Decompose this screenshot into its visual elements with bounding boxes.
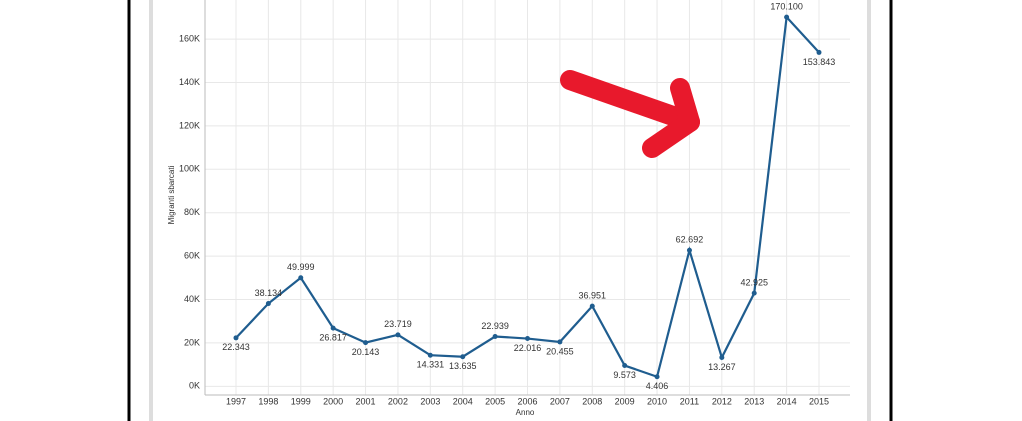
data-label: 153.843	[803, 57, 836, 67]
x-tick-label: 2008	[582, 396, 602, 406]
point	[622, 363, 628, 369]
y-tick-label: 100K	[179, 164, 200, 174]
data-label: 4.406	[646, 381, 669, 391]
point	[427, 352, 433, 358]
point	[330, 325, 336, 331]
point	[363, 340, 369, 346]
data-label: 22.343	[222, 342, 250, 352]
plot-area: 0K 20K 40K 60K 80K 100K 120K 140K 160K 1997 1998 19…	[179, 0, 850, 406]
data-label: 20.143	[352, 347, 380, 357]
point	[265, 301, 271, 307]
x-tick-label: 2005	[485, 396, 505, 406]
point	[298, 275, 304, 281]
point	[686, 247, 692, 253]
x-tick-label: 2006	[517, 396, 537, 406]
x-tick-label: 2003	[420, 396, 440, 406]
data-label: 49.999	[287, 262, 315, 272]
x-tick-label: 1998	[258, 396, 278, 406]
x-tick-label: 2004	[453, 396, 473, 406]
x-tick-label: 1999	[291, 396, 311, 406]
y-tick-label: 40K	[184, 294, 200, 304]
data-label: 23.719	[384, 319, 412, 329]
data-label: 42.925	[740, 278, 768, 288]
x-axis-title: Anno	[516, 408, 535, 417]
data-label: 36.951	[579, 290, 607, 300]
y-tick-label: 0K	[189, 381, 200, 391]
point	[784, 14, 790, 20]
x-tick-label: 2002	[388, 396, 408, 406]
x-tick-label: 2007	[550, 396, 570, 406]
x-tick-label: 1997	[226, 396, 246, 406]
x-tick-label: 2012	[712, 396, 732, 406]
data-label: 62.692	[676, 235, 704, 245]
y-axis-title: Migranti sbarcati	[167, 165, 176, 224]
y-tick-label: 140K	[179, 77, 200, 87]
y-tick-label: 80K	[184, 207, 200, 217]
data-label: 20.455	[546, 346, 574, 356]
point	[557, 339, 563, 345]
y-tick-label: 160K	[179, 33, 200, 43]
data-label: 22.939	[481, 321, 509, 331]
x-tick-label: 2013	[744, 396, 764, 406]
red-arrow	[560, 70, 700, 158]
data-label: 14.331	[417, 360, 445, 370]
x-tick-label: 2015	[809, 396, 829, 406]
point	[589, 303, 595, 309]
point	[492, 334, 498, 340]
data-label: 13.635	[449, 361, 477, 371]
point	[751, 290, 757, 296]
x-tick-label: 2009	[615, 396, 635, 406]
point	[654, 374, 660, 380]
y-tick-label: 120K	[179, 120, 200, 130]
data-label: 13.267	[708, 362, 736, 372]
data-label: 22.016	[514, 343, 542, 353]
x-tick-label: 2000	[323, 396, 343, 406]
data-label: 9.573	[613, 370, 636, 380]
x-tick-label: 2001	[356, 396, 376, 406]
point	[233, 335, 239, 341]
data-label: 26.817	[319, 332, 347, 342]
y-tick-label: 60K	[184, 250, 200, 260]
point	[719, 355, 725, 361]
x-tick-label: 2010	[647, 396, 667, 406]
data-label: 38.134	[255, 288, 283, 298]
data-label: 170.100	[770, 2, 803, 12]
point	[395, 332, 401, 338]
y-tick-label: 20K	[184, 337, 200, 347]
point	[460, 354, 466, 360]
point	[525, 336, 530, 342]
x-tick-label: 2014	[777, 396, 797, 406]
x-tick-label: 2011	[680, 396, 699, 406]
point	[816, 49, 822, 55]
